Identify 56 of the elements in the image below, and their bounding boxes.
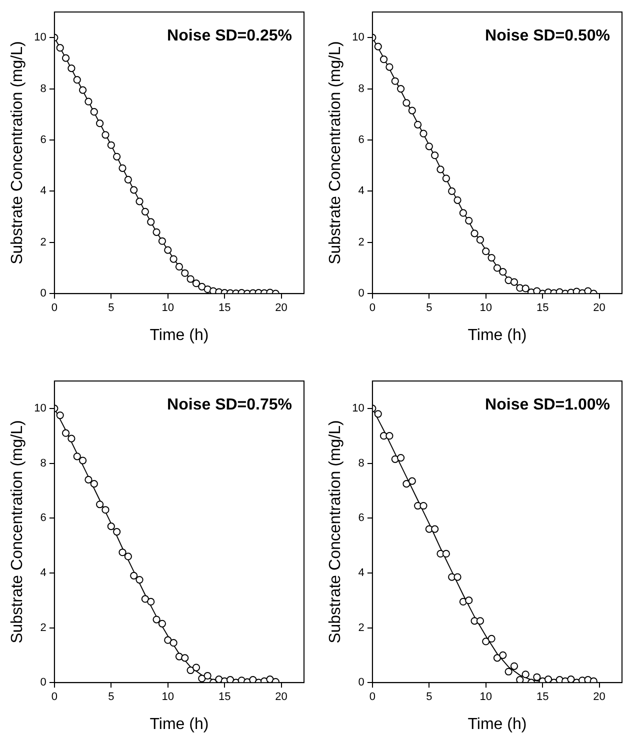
y-axis-title: Substrate Concentration (mg/L) — [327, 41, 344, 264]
y-tick-label: 6 — [40, 512, 46, 524]
y-tick-label: 10 — [352, 402, 364, 414]
x-tick-label: 20 — [275, 691, 288, 704]
x-tick-label: 20 — [593, 691, 606, 704]
y-tick-label: 8 — [40, 457, 46, 470]
x-tick-label: 15 — [218, 691, 231, 704]
y-axis-title: Substrate Concentration (mg/L) — [9, 420, 26, 644]
y-tick-label: 2 — [358, 622, 364, 634]
x-tick-label: 10 — [162, 691, 174, 704]
annotation: Noise SD=0.50% — [485, 27, 610, 44]
y-tick-label: 6 — [358, 512, 364, 524]
y-tick-label: 0 — [40, 288, 46, 300]
y-axis-title: Substrate Concentration (mg/L) — [327, 420, 344, 644]
x-tick-label: 15 — [536, 691, 549, 704]
x-tick-label: 20 — [593, 302, 606, 314]
y-tick-label: 10 — [34, 32, 46, 44]
x-axis-title: Time (h) — [468, 716, 527, 733]
x-tick-label: 10 — [162, 302, 174, 314]
annotation: Noise SD=0.25% — [167, 27, 292, 44]
y-tick-label: 4 — [358, 185, 364, 198]
y-tick-label: 8 — [358, 82, 364, 95]
annotation: Noise SD=0.75% — [167, 396, 292, 414]
x-tick-label: 5 — [108, 302, 114, 314]
y-tick-label: 6 — [40, 134, 46, 146]
y-tick-label: 4 — [40, 566, 46, 579]
x-tick-label: 20 — [275, 302, 288, 314]
x-tick-label: 5 — [108, 691, 114, 704]
x-tick-label: 0 — [369, 691, 376, 704]
x-tick-label: 0 — [369, 302, 376, 314]
x-tick-label: 10 — [480, 302, 492, 314]
y-tick-label: 8 — [40, 82, 46, 95]
x-tick-label: 15 — [218, 302, 231, 314]
x-axis-title: Time (h) — [150, 716, 209, 733]
x-tick-label: 5 — [426, 691, 432, 704]
y-tick-label: 2 — [40, 622, 46, 634]
y-tick-label: 10 — [34, 402, 46, 414]
x-tick-label: 5 — [426, 302, 432, 314]
y-tick-label: 10 — [352, 32, 364, 44]
y-tick-label: 4 — [358, 566, 364, 579]
y-tick-label: 8 — [358, 457, 364, 470]
x-tick-label: 0 — [51, 691, 58, 704]
y-tick-label: 2 — [358, 236, 364, 248]
y-tick-label: 0 — [358, 676, 364, 689]
x-axis-title: Time (h) — [150, 326, 209, 344]
y-tick-label: 2 — [40, 236, 46, 248]
y-tick-label: 6 — [358, 134, 364, 146]
x-axis-title: Time (h) — [468, 326, 527, 344]
y-tick-label: 0 — [40, 676, 46, 689]
x-tick-label: 10 — [480, 691, 492, 704]
x-tick-label: 0 — [51, 302, 58, 314]
y-axis-title: Substrate Concentration (mg/L) — [9, 41, 26, 264]
x-tick-label: 15 — [536, 302, 549, 314]
y-tick-label: 0 — [358, 288, 364, 300]
y-tick-label: 4 — [40, 185, 46, 198]
annotation: Noise SD=1.00% — [485, 396, 610, 414]
